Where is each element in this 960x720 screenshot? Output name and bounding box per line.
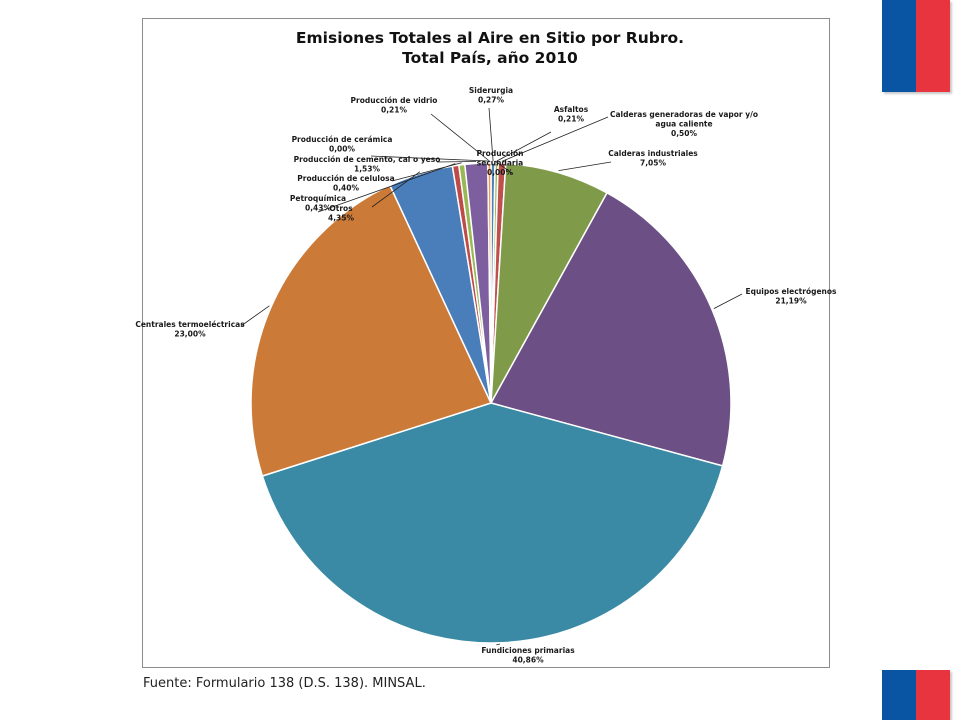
data-label-fundiciones-primarias: Fundiciones primarias 40,86% (481, 646, 575, 665)
data-label-produccion-de-celulosa: Producción de celulosa 0,40% (297, 174, 394, 193)
data-label-produccion-de-ceramica: Producción de cerámica 0,00% (292, 135, 393, 154)
data-label-produccion-de-vidrio: Producción de vidrio 0,21% (351, 96, 438, 115)
leader-line-calderas-generadoras-de-vapor-y-o-agua-caliente (501, 116, 609, 162)
data-label-centrales-termoelectricas: Centrales termoeléctricas 23,00% (135, 320, 245, 339)
leader-line-fundiciones-primarias (496, 643, 501, 646)
leader-line-petroquimica (317, 163, 456, 213)
data-label-otros: Otros 4,35% (328, 204, 355, 223)
data-label-calderas-industriales: Calderas industriales 7,05% (608, 149, 698, 168)
slice-fundiciones-primarias (261, 402, 724, 644)
leader-line-produccion-de-cemento-cal-o-yeso (436, 161, 477, 163)
leader-line-produccion-secundaria (494, 160, 514, 175)
source-note: Fuente: Formulario 138 (D.S. 138). MINSA… (143, 676, 426, 691)
data-label-equipos-electrogenos: Equipos electrógenos 21,19% (745, 287, 837, 306)
leader-line-asfaltos (496, 131, 552, 162)
slice-equipos-electrogenos (489, 191, 732, 467)
data-label-calderas-generadoras-de-vapor-y-o-agua-caliente: Calderas generadoras de vapor y/o agua ca… (610, 110, 758, 138)
chile-flag-corner-top (882, 0, 950, 92)
data-label-siderurgia: Siderurgia 0,27% (469, 86, 513, 105)
data-label-asfaltos: Asfaltos 0,21% (554, 105, 589, 124)
slice-calderas-industriales (490, 162, 609, 404)
data-label-petroquimica: Petroquímica 0,43% (290, 194, 346, 213)
data-label-produccion-de-cemento-cal-o-yeso: Producción de cemento, cal o yeso 1,53% (294, 155, 441, 174)
leader-line-produccion-de-vidrio (430, 113, 490, 162)
leader-line-produccion-de-celulosa (391, 162, 462, 182)
chart-title-line-1: Emisiones Totales al Aire en Sitio por R… (296, 29, 684, 47)
leader-line-centrales-termoelectricas (240, 305, 270, 327)
leader-line-calderas-industriales (558, 161, 612, 171)
leader-line-siderurgia (488, 107, 494, 162)
leader-line-equipos-electrogenos (713, 293, 743, 309)
data-label-produccion-secundaria: Producción secundaria 0,00% (476, 149, 523, 177)
leader-line-otros (371, 171, 421, 208)
chile-flag-corner-bottom (882, 670, 950, 720)
slice-produccion-de-vidrio (487, 162, 492, 404)
leader-line-produccion-de-ceramica (370, 155, 488, 162)
chart-title-line-2: Total País, año 2010 (402, 49, 578, 67)
chart-frame (142, 18, 830, 668)
slice-centrales-termoelectricas (250, 184, 493, 477)
